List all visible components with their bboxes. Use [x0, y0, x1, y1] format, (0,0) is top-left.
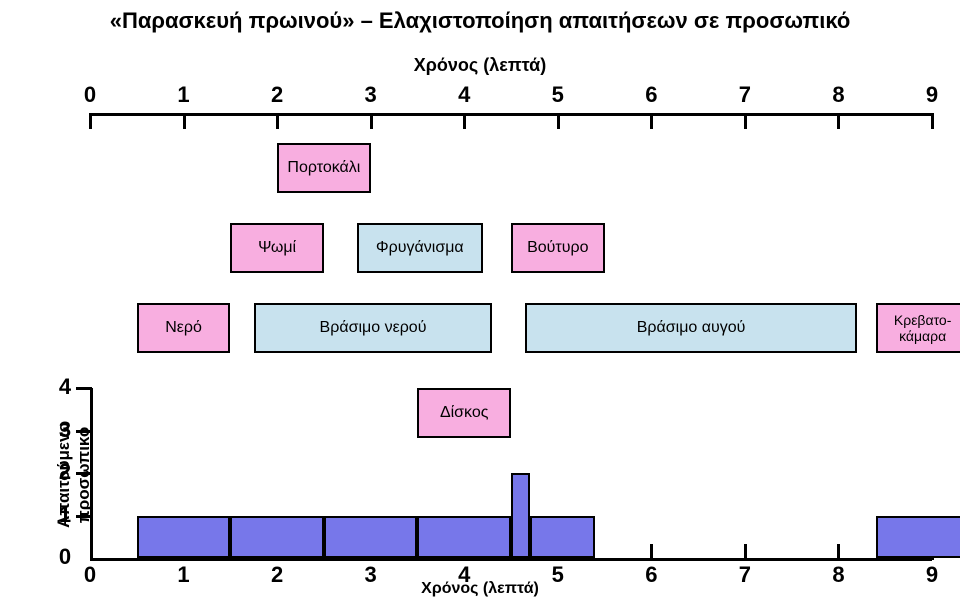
top-tick-label: 5: [543, 82, 573, 108]
top-tick-label: 3: [356, 82, 386, 108]
x-tick-mark-bottom: [650, 544, 653, 560]
top-tick-mark: [276, 113, 279, 129]
top-tick-label: 7: [730, 82, 760, 108]
top-tick-mark: [463, 113, 466, 129]
y-tick-mark: [76, 515, 92, 518]
top-tick-mark: [370, 113, 373, 129]
task-box: Δίσκος: [417, 388, 511, 438]
top-tick-mark: [557, 113, 560, 129]
top-tick-label: 1: [169, 82, 199, 108]
task-box: Βράσιμο αυγού: [525, 303, 857, 353]
x-tick-mark-bottom: [744, 544, 747, 560]
bottom-x-axis: [90, 558, 932, 561]
task-box: Βράσιμο νερού: [254, 303, 493, 353]
top-tick-label: 9: [917, 82, 947, 108]
staff-bar: [230, 516, 324, 559]
subtitle: Χρόνος (λεπτά): [0, 55, 960, 76]
staff-bar: [137, 516, 231, 559]
staff-bar: [417, 516, 511, 559]
main-title: «Παρασκευή πρωινού» – Ελαχιστοποίηση απα…: [0, 8, 960, 34]
top-tick-mark: [183, 113, 186, 129]
top-tick-label: 0: [75, 82, 105, 108]
staff-bar: [530, 516, 595, 559]
staff-bar: [511, 473, 530, 558]
task-box: Πορτοκάλι: [277, 143, 371, 193]
task-box: Φρυγάνισμα: [357, 223, 483, 273]
top-tick-label: 2: [262, 82, 292, 108]
task-box: Κρεβατο- κάμαρα: [876, 303, 960, 353]
staff-bar: [324, 516, 418, 559]
x-tick-mark-bottom: [837, 544, 840, 560]
top-tick-label: 6: [636, 82, 666, 108]
y-tick-mark: [76, 387, 92, 390]
top-tick-mark: [744, 113, 747, 129]
task-box: Ψωμί: [230, 223, 324, 273]
top-tick-label: 4: [449, 82, 479, 108]
top-axis-line: [90, 113, 932, 116]
top-tick-mark: [89, 113, 92, 129]
task-box: Βούτυρο: [511, 223, 605, 273]
y-tick-mark: [76, 430, 92, 433]
y-tick-mark: [76, 472, 92, 475]
top-tick-mark: [650, 113, 653, 129]
top-tick-mark: [931, 113, 934, 129]
bottom-x-axis-label: Χρόνος (λεπτά): [0, 580, 960, 598]
task-box: Νερό: [137, 303, 231, 353]
top-tick-mark: [837, 113, 840, 129]
staff-bar: [876, 516, 960, 559]
top-tick-label: 8: [823, 82, 853, 108]
